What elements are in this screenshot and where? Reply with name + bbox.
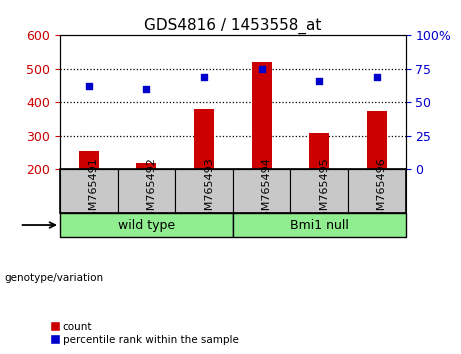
Point — [315, 78, 323, 84]
Bar — [194, 109, 214, 169]
Bar — [60, 213, 233, 237]
Bar — [175, 169, 233, 213]
Text: GSM765492: GSM765492 — [146, 157, 156, 225]
Text: genotype/variation: genotype/variation — [5, 273, 104, 283]
Legend: count, percentile rank within the sample: count, percentile rank within the sample — [51, 322, 239, 345]
Text: GSM765491: GSM765491 — [89, 157, 99, 225]
Point — [142, 86, 150, 92]
Bar — [79, 152, 99, 169]
Bar — [60, 169, 118, 213]
Bar — [233, 169, 290, 213]
Point — [373, 74, 381, 80]
Text: Bmi1 null: Bmi1 null — [290, 218, 349, 232]
Bar — [348, 169, 406, 213]
Bar — [233, 213, 406, 237]
Text: GSM765493: GSM765493 — [204, 157, 214, 225]
Text: GSM765495: GSM765495 — [319, 157, 329, 225]
Title: GDS4816 / 1453558_at: GDS4816 / 1453558_at — [144, 18, 321, 34]
Bar — [136, 163, 156, 169]
Point — [85, 84, 92, 89]
Bar — [118, 169, 175, 213]
Point — [200, 74, 207, 80]
Text: wild type: wild type — [118, 218, 175, 232]
Text: GSM765494: GSM765494 — [262, 157, 272, 225]
Bar — [309, 133, 329, 169]
Bar — [290, 169, 348, 213]
Point — [258, 66, 266, 72]
Bar — [367, 110, 387, 169]
Text: GSM765496: GSM765496 — [377, 157, 387, 225]
Bar — [252, 62, 272, 169]
